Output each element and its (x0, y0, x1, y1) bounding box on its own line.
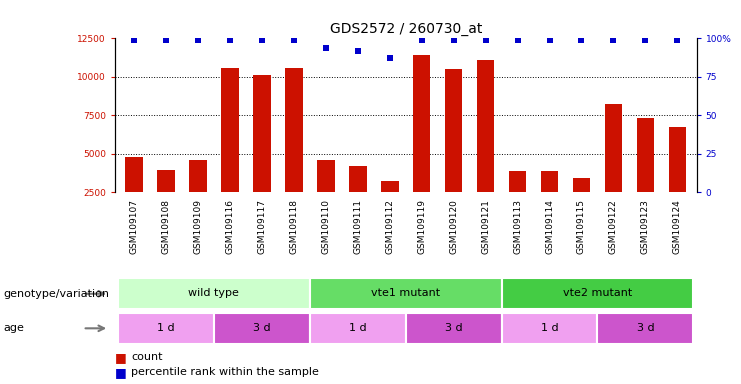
Bar (637, 118, 654, 192)
Bar (189, 160, 207, 192)
Bar (668, 127, 686, 192)
Text: 3 d: 3 d (637, 323, 654, 333)
Bar (476, 60, 494, 192)
Bar (405, 313, 502, 344)
Bar (118, 278, 310, 310)
Point (224, 37, 236, 43)
Text: GSM109111: GSM109111 (353, 199, 362, 254)
Text: GSM109117: GSM109117 (257, 199, 266, 254)
Text: GSM109109: GSM109109 (193, 199, 202, 254)
Bar (157, 170, 175, 192)
Bar (413, 55, 431, 192)
Bar (221, 68, 239, 192)
Bar (317, 160, 335, 192)
Bar (502, 278, 694, 310)
Text: 3 d: 3 d (253, 323, 270, 333)
Text: 1 d: 1 d (157, 323, 175, 333)
Bar (349, 166, 367, 192)
Text: GSM109116: GSM109116 (225, 199, 234, 254)
Bar (509, 171, 526, 192)
Point (320, 45, 332, 51)
Text: 3 d: 3 d (445, 323, 462, 333)
Text: percentile rank within the sample: percentile rank within the sample (131, 367, 319, 377)
Bar (214, 313, 310, 344)
Text: GSM109107: GSM109107 (130, 199, 139, 254)
Text: GSM109108: GSM109108 (162, 199, 170, 254)
Point (352, 48, 364, 54)
Bar (381, 181, 399, 192)
Bar (310, 278, 502, 310)
Point (511, 37, 523, 43)
Text: vte1 mutant: vte1 mutant (371, 288, 440, 298)
Text: vte2 mutant: vte2 mutant (563, 288, 632, 298)
Point (448, 37, 459, 43)
Text: 1 d: 1 d (349, 323, 367, 333)
Bar (597, 313, 694, 344)
Title: GDS2572 / 260730_at: GDS2572 / 260730_at (330, 22, 482, 36)
Bar (125, 157, 143, 192)
Text: GSM109124: GSM109124 (673, 199, 682, 253)
Point (416, 37, 428, 43)
Point (384, 55, 396, 61)
Text: GSM109110: GSM109110 (322, 199, 330, 254)
Text: GSM109112: GSM109112 (385, 199, 394, 254)
Text: genotype/variation: genotype/variation (4, 289, 110, 299)
Point (671, 37, 683, 43)
Text: GSM109121: GSM109121 (481, 199, 490, 254)
Point (608, 37, 619, 43)
Bar (502, 313, 597, 344)
Text: GSM109120: GSM109120 (449, 199, 458, 254)
Text: GSM109113: GSM109113 (513, 199, 522, 254)
Text: ■: ■ (115, 351, 127, 364)
Point (544, 37, 556, 43)
Point (479, 37, 491, 43)
Bar (253, 75, 270, 192)
Bar (310, 313, 406, 344)
Text: GSM109122: GSM109122 (609, 199, 618, 253)
Text: GSM109115: GSM109115 (577, 199, 586, 254)
Bar (118, 313, 214, 344)
Point (192, 37, 204, 43)
Point (128, 37, 140, 43)
Bar (285, 68, 302, 192)
Text: age: age (4, 323, 24, 333)
Text: GSM109114: GSM109114 (545, 199, 554, 254)
Text: GSM109119: GSM109119 (417, 199, 426, 254)
Point (639, 37, 651, 43)
Bar (445, 69, 462, 192)
Point (576, 37, 588, 43)
Text: ■: ■ (115, 366, 127, 379)
Point (256, 37, 268, 43)
Bar (573, 178, 591, 192)
Text: count: count (131, 352, 163, 362)
Bar (541, 171, 558, 192)
Text: GSM109123: GSM109123 (641, 199, 650, 254)
Bar (605, 104, 622, 192)
Text: GSM109118: GSM109118 (289, 199, 299, 254)
Text: wild type: wild type (188, 288, 239, 298)
Point (160, 37, 172, 43)
Text: 1 d: 1 d (541, 323, 558, 333)
Point (288, 37, 300, 43)
